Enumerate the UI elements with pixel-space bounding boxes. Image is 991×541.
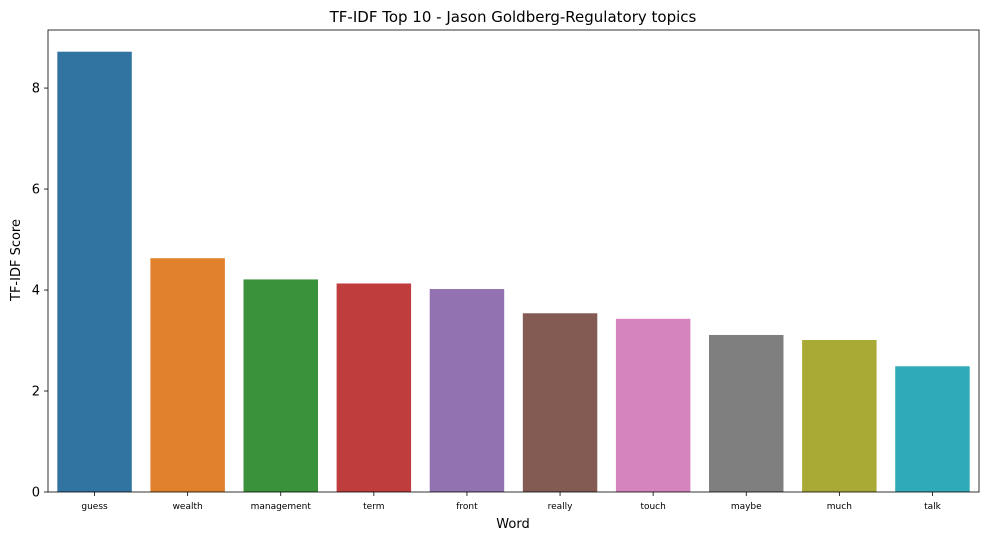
bar-maybe <box>709 334 784 492</box>
y-tick-label: 6 <box>32 183 40 198</box>
x-tick-label: maybe <box>731 502 762 512</box>
bars-group <box>57 51 970 492</box>
x-axis-ticks: guess wealth management term front really touc… <box>81 492 942 512</box>
x-tick-label: guess <box>81 502 108 512</box>
bar-term <box>336 283 412 492</box>
bar-really <box>522 313 598 492</box>
y-tick-label: 0 <box>32 486 40 501</box>
chart-title: TF-IDF Top 10 - Jason Goldberg-Regulator… <box>329 8 697 26</box>
x-tick-label: front <box>456 502 478 512</box>
y-tick-label: 2 <box>32 385 40 400</box>
bar-talk <box>895 366 970 492</box>
x-tick-label: wealth <box>173 502 203 512</box>
x-tick-label: touch <box>640 502 665 512</box>
x-tick-label: term <box>363 502 384 512</box>
x-tick-label: talk <box>924 502 942 512</box>
y-tick-label: 8 <box>32 82 40 97</box>
bar-management <box>243 279 318 492</box>
y-axis-ticks: 0 2 4 6 8 <box>32 82 48 501</box>
bar-touch <box>615 318 691 492</box>
x-tick-label: management <box>251 502 312 512</box>
plot-frame <box>47 29 980 493</box>
x-tick-label: really <box>548 502 574 512</box>
y-axis-label: TF-IDF Score <box>9 219 24 302</box>
bar-wealth <box>150 258 225 492</box>
bar-front <box>429 289 505 492</box>
bar-much <box>802 340 877 492</box>
bar-guess <box>57 51 132 492</box>
x-tick-label: much <box>827 502 852 512</box>
x-axis-label: Word <box>496 517 529 532</box>
y-tick-label: 4 <box>32 284 40 299</box>
